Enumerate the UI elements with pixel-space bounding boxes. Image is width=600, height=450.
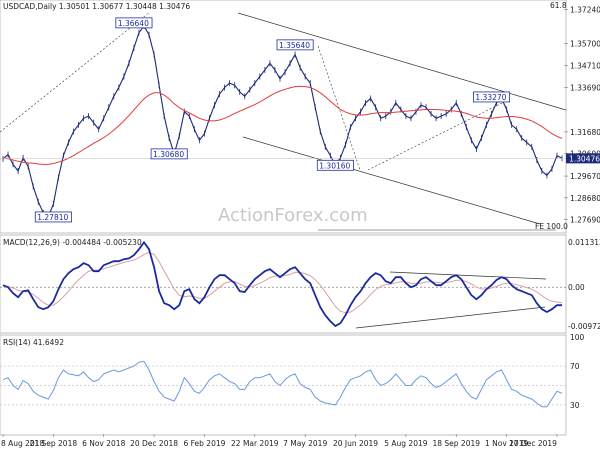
x-tick-label: 1 Nov 2019 [485, 439, 528, 448]
x-tick-label: 21 Sep 2018 [30, 439, 78, 448]
macd-upper-trend-line [389, 271, 547, 280]
rsi-tick-label: 70 [570, 362, 580, 371]
price-tick-label: 1.37240 [570, 6, 600, 15]
rsi-line [2, 360, 563, 408]
price-panel-frame [0, 0, 567, 234]
macd-tick-label: -0.009729 [568, 322, 600, 331]
price-annotation-box [472, 91, 510, 103]
moving-average-line [2, 85, 563, 165]
price-annotation-label: 1.30680 [153, 150, 184, 159]
x-tick-label: 20 Dec 2018 [130, 439, 178, 448]
price-annotation-label: 1.30160 [319, 161, 350, 170]
price-annotation-box [34, 211, 72, 223]
dotted-trend-line-1 [0, 11, 151, 133]
x-tick-label: 22 Mar 2019 [231, 439, 279, 448]
macd-panel-frame [0, 234, 567, 334]
x-tick-label: 7 May 2019 [283, 439, 327, 448]
rsi-panel: 100 70 30 [0, 333, 585, 410]
price-annotation-label: 1.33270 [475, 93, 506, 102]
x-tick-label: 20 Jun 2019 [333, 439, 378, 448]
macd-lower-trend-line [355, 306, 546, 329]
rsi-tick-label: 30 [570, 401, 580, 410]
x-tick-label: 8 Aug 2018 [1, 439, 44, 448]
macd-tick-label: 0.00 [568, 283, 585, 292]
price-tick-label: 1.27690 [570, 216, 600, 225]
x-tick-label: 6 Feb 2019 [183, 439, 225, 448]
price-annotation-box [316, 159, 354, 171]
price-tick-label: 1.34710 [570, 61, 600, 70]
macd-tick-label: 0.011313 [568, 238, 600, 247]
upper-channel-line [237, 12, 567, 111]
price-tick-label: 1.35700 [570, 40, 600, 49]
macd-header: MACD(12,26,9) -0.004484 -0.005230 [3, 238, 142, 247]
price-annotation-label: 1.36640 [118, 19, 149, 28]
x-tick-label: 18 Sep 2019 [432, 439, 480, 448]
price-header: USDCAD,Daily 1.30501 1.30677 1.30448 1.3… [3, 2, 190, 11]
rsi-header: RSI(14) 41.6492 [3, 338, 64, 347]
fib-bottom-label: FE 100.0 [535, 222, 568, 231]
current-price-label: 1.30476 [569, 154, 600, 163]
dotted-trend-line-3 [367, 98, 511, 171]
macd-panel: 0.011313 0.00 -0.009729 [0, 238, 600, 331]
price-panel: 1.37240 1.35700 1.34710 1.33690 1.31680 1.306… [0, 6, 600, 231]
x-tick-label: 17 Dec 2019 [509, 439, 557, 448]
macd-line [2, 240, 562, 328]
lower-channel-line [242, 136, 541, 225]
price-annotation-label: 1.27810 [37, 213, 68, 222]
watermark: ActionForex.com [218, 205, 368, 226]
price-annotation-label: 1.35640 [279, 41, 310, 50]
price-tick-label: 1.28680 [570, 194, 600, 203]
rsi-tick-label: 100 [570, 333, 585, 342]
x-tick-label: 6 Nov 2018 [82, 439, 125, 448]
rsi-panel-frame [0, 334, 567, 436]
x-tick-label: 5 Aug 2019 [384, 439, 427, 448]
price-tick-label: 1.33690 [570, 84, 600, 93]
fib-top-label: 61.8 [550, 1, 567, 10]
current-price-box [566, 153, 600, 164]
price-tick-label: 1.29670 [570, 172, 600, 181]
price-annotation-box [115, 17, 153, 29]
price-series-line [2, 25, 563, 218]
price-tick-label: 1.31680 [570, 128, 600, 137]
price-annotation-box [276, 39, 314, 51]
price-annotation-box [150, 148, 188, 160]
